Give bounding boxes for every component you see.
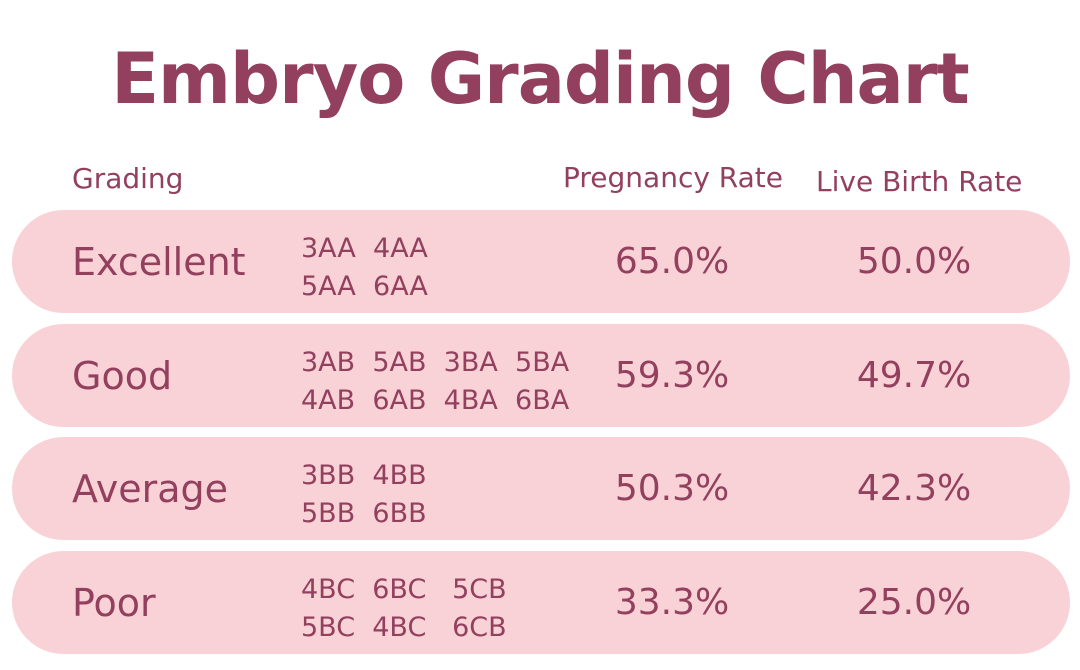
- table-row-excellent: Excellent 3AA 4AA 5AA 6AA 65.0% 50.0%: [12, 210, 1070, 313]
- pregnancy-rate-value: 33.3%: [614, 582, 730, 623]
- header-pregnancy-rate: Pregnancy Rate: [563, 161, 784, 194]
- grade-codes: 3AA 4AA 5AA 6AA: [301, 230, 428, 306]
- grade-codes: 3BB 4BB 5BB 6BB: [301, 457, 427, 533]
- header-live-birth-rate: Live Birth Rate: [816, 165, 1023, 198]
- grade-label: Average: [72, 467, 229, 511]
- chart-title: Embryo Grading Chart: [111, 38, 970, 120]
- grade-codes-line: 5BC 4BC 6CB: [301, 612, 507, 643]
- table-row-good: Good 3AB 5AB 3BA 5BA 4AB 6AB 4BA 6BA 59.…: [12, 324, 1070, 427]
- table-row-poor: Poor 4BC 6BC 5CB 5BC 4BC 6CB 33.3% 25.0%: [12, 551, 1070, 654]
- pregnancy-rate-value: 50.3%: [614, 468, 730, 509]
- grade-label: Poor: [72, 581, 156, 625]
- grade-label: Good: [72, 354, 173, 398]
- pregnancy-rate-value: 65.0%: [614, 241, 730, 282]
- grade-codes-line: 4AB 6AB 4BA 6BA: [301, 385, 570, 416]
- live-birth-rate-value: 25.0%: [856, 582, 972, 623]
- table-row-average: Average 3BB 4BB 5BB 6BB 50.3% 42.3%: [12, 437, 1070, 540]
- grade-label: Excellent: [72, 240, 246, 284]
- pregnancy-rate-value: 59.3%: [614, 355, 730, 396]
- grade-codes: 4BC 6BC 5CB 5BC 4BC 6CB: [301, 571, 507, 647]
- live-birth-rate-value: 42.3%: [856, 468, 972, 509]
- grade-codes-line: 5AA 6AA: [301, 271, 428, 302]
- grade-codes-line: 3AB 5AB 3BA 5BA: [301, 347, 570, 378]
- grade-codes-line: 3AA 4AA: [301, 233, 428, 264]
- grade-codes-line: 5BB 6BB: [301, 498, 427, 529]
- grade-codes-line: 3BB 4BB: [301, 460, 427, 491]
- header-grading: Grading: [72, 162, 184, 195]
- grade-codes: 3AB 5AB 3BA 5BA 4AB 6AB 4BA 6BA: [301, 344, 569, 420]
- live-birth-rate-value: 50.0%: [856, 241, 972, 282]
- live-birth-rate-value: 49.7%: [856, 355, 972, 396]
- grade-codes-line: 4BC 6BC 5CB: [301, 574, 507, 605]
